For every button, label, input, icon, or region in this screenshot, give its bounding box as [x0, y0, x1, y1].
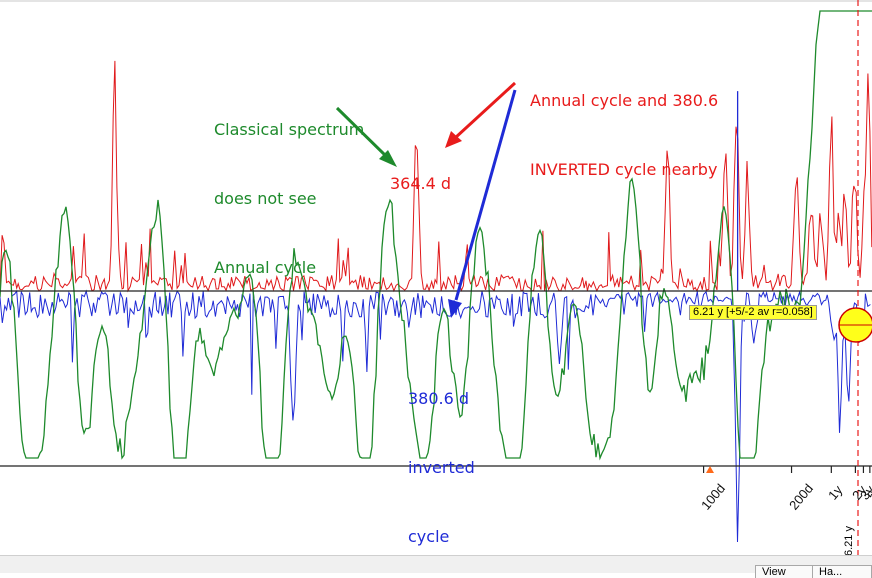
x-axis-ticks	[702, 466, 871, 473]
annotation-line: does not see	[214, 189, 317, 208]
blue-arrow	[448, 89, 517, 318]
annotation-classical-spectrum: Classical spectrum does not see Annual c…	[214, 72, 364, 302]
green-arrow	[335, 106, 397, 167]
series-blue-line	[0, 289, 871, 543]
annotation-line: INVERTED cycle nearby	[530, 160, 718, 179]
annotation-line: cycle	[408, 527, 450, 546]
annotation-line: inverted	[408, 458, 475, 477]
series-layer	[0, 10, 872, 543]
orange-triangle-marker	[706, 466, 714, 473]
annotation-line: Annual cycle	[214, 258, 317, 277]
red-arrow	[445, 81, 517, 148]
annotation-364-4-d: 364.4 d	[390, 126, 451, 218]
annotation-line: Annual cycle and 380.6	[530, 91, 719, 110]
series-green-line	[0, 10, 872, 461]
annotation-line: Classical spectrum	[214, 120, 365, 139]
annotation-line: 380.6 d	[408, 389, 470, 408]
annotation-annual-inverted: Annual cycle and 380.6 INVERTED cycle ne…	[530, 43, 718, 204]
annotation-380-6-inverted: 380.6 d inverted cycle	[408, 341, 475, 571]
marker-readout: 6.21 y [+5/-2 av r=0.058]	[689, 305, 817, 320]
status-bar	[0, 555, 872, 573]
annotation-line: 364.4 d	[390, 174, 452, 193]
cursor-value-label: 6.21 y	[843, 526, 855, 556]
series-red-line	[0, 60, 872, 293]
